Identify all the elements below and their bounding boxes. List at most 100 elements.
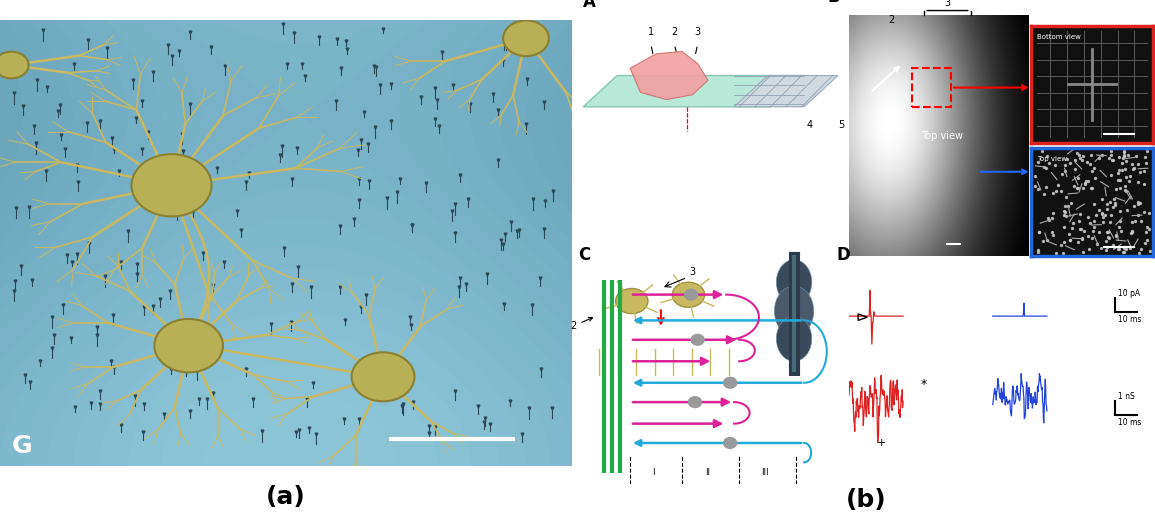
Point (1134, 167, 1153, 176)
Text: 2: 2 (671, 27, 677, 37)
Point (1134, 208, 1153, 217)
Text: 4: 4 (806, 120, 813, 131)
Point (1102, 170, 1120, 179)
Point (1116, 186, 1134, 194)
Point (1071, 225, 1089, 233)
Point (1135, 179, 1154, 187)
Point (1037, 164, 1056, 172)
Point (1130, 249, 1148, 257)
Point (1137, 159, 1155, 167)
Point (1068, 148, 1087, 157)
Point (1040, 216, 1058, 224)
Point (1085, 164, 1103, 172)
Point (1105, 195, 1124, 203)
Point (1115, 147, 1133, 155)
Point (1056, 161, 1074, 169)
Point (1091, 244, 1110, 252)
Point (1115, 148, 1133, 156)
Text: 10 ms: 10 ms (1118, 418, 1141, 427)
Point (1110, 223, 1128, 231)
Text: A: A (583, 0, 596, 11)
Text: 5: 5 (839, 120, 844, 131)
Circle shape (616, 288, 648, 313)
Point (1043, 214, 1061, 222)
Circle shape (672, 282, 705, 307)
Point (1117, 157, 1135, 165)
Point (1078, 158, 1096, 166)
Point (1052, 170, 1071, 178)
Point (1137, 153, 1155, 161)
Point (1096, 237, 1115, 245)
Point (1086, 174, 1104, 182)
Point (1081, 219, 1100, 227)
Point (1074, 152, 1093, 160)
Point (1057, 193, 1075, 201)
Point (1082, 184, 1101, 193)
Point (1082, 151, 1101, 159)
Point (1059, 202, 1078, 210)
Point (1110, 183, 1128, 191)
Point (1138, 147, 1155, 156)
Text: II: II (706, 468, 710, 477)
Point (1072, 234, 1090, 242)
Point (1071, 154, 1089, 162)
Point (1060, 159, 1079, 167)
Point (1109, 245, 1127, 253)
Point (1100, 154, 1118, 162)
Circle shape (776, 260, 812, 305)
Point (1120, 172, 1139, 180)
Point (1040, 159, 1058, 167)
Point (1070, 184, 1088, 193)
Point (1048, 186, 1066, 195)
Point (1131, 199, 1149, 207)
Point (1057, 208, 1075, 216)
Point (1055, 223, 1073, 231)
Point (1051, 187, 1070, 196)
Point (1061, 236, 1080, 244)
Point (1102, 156, 1120, 164)
Point (1132, 245, 1150, 253)
Point (1049, 181, 1067, 189)
Text: (b): (b) (845, 488, 887, 512)
Point (1074, 248, 1093, 257)
Point (1109, 176, 1127, 184)
Point (1081, 160, 1100, 168)
Point (1123, 229, 1141, 238)
Text: B: B (827, 0, 840, 6)
Circle shape (351, 352, 415, 401)
Text: 1 nS: 1 nS (1118, 392, 1135, 401)
Point (1063, 224, 1081, 232)
Point (1115, 244, 1133, 252)
Point (1100, 234, 1118, 242)
Polygon shape (631, 52, 708, 99)
Text: (a): (a) (266, 485, 306, 508)
Point (1029, 158, 1048, 166)
Point (1117, 186, 1135, 195)
Point (1112, 227, 1131, 235)
Point (1073, 235, 1091, 243)
Point (1115, 248, 1133, 256)
Point (1123, 160, 1141, 168)
Text: 3: 3 (694, 27, 701, 37)
Text: 1: 1 (648, 27, 654, 37)
Point (1089, 227, 1108, 236)
Point (1065, 182, 1083, 190)
Point (1055, 249, 1073, 258)
Point (1117, 173, 1135, 181)
Point (1058, 155, 1076, 163)
Point (1060, 236, 1079, 244)
Point (1093, 195, 1111, 203)
Point (1093, 151, 1111, 159)
Point (1120, 244, 1139, 252)
Point (1104, 156, 1123, 164)
Polygon shape (583, 75, 804, 107)
Text: Bottom view: Bottom view (1037, 34, 1081, 40)
Point (1118, 151, 1137, 159)
Point (1070, 151, 1088, 159)
Circle shape (723, 438, 737, 449)
Text: Top view: Top view (1037, 156, 1067, 162)
Text: 3: 3 (945, 0, 951, 8)
Text: 2: 2 (888, 14, 895, 25)
Point (1106, 232, 1125, 241)
Point (1071, 210, 1089, 219)
